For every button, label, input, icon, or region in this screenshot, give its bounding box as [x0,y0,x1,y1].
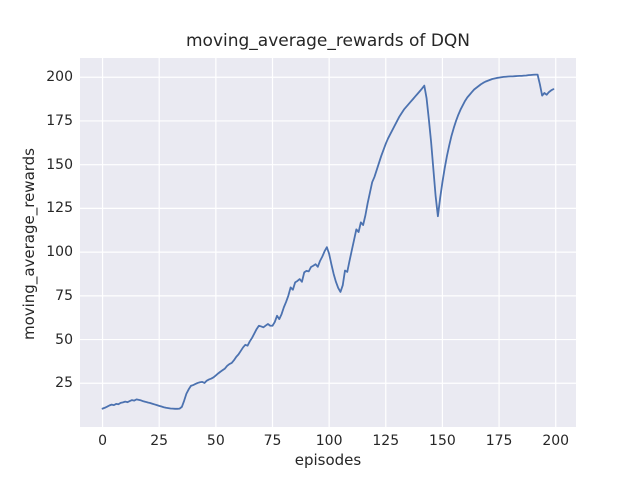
x-tick-label: 75 [263,433,282,449]
y-tick-label: 25 [55,375,73,392]
chart-title: moving_average_rewards of DQN [185,31,471,51]
y-tick-label: 50 [55,331,73,348]
plot-area [80,58,576,427]
x-axis-label: episodes [294,451,362,469]
x-tick-label: 200 [542,433,570,449]
line-chart-canvas [80,58,576,427]
x-tick-label: 0 [98,433,107,449]
data-line-moving_average_rewards [101,73,555,410]
y-tick-label: 200 [46,69,73,86]
y-tick-label: 150 [46,156,73,173]
y-tick-label: 125 [46,200,73,217]
x-tick-label: 175 [485,433,513,449]
x-tick-label: 50 [206,433,225,449]
y-tick-label: 75 [55,287,73,304]
x-tick-label: 100 [315,433,343,449]
y-tick-label: 175 [46,112,73,129]
x-tick-label: 25 [150,433,169,449]
y-tick-label: 100 [46,244,73,261]
x-tick-label: 150 [429,433,456,449]
x-tick-label: 125 [372,433,400,449]
